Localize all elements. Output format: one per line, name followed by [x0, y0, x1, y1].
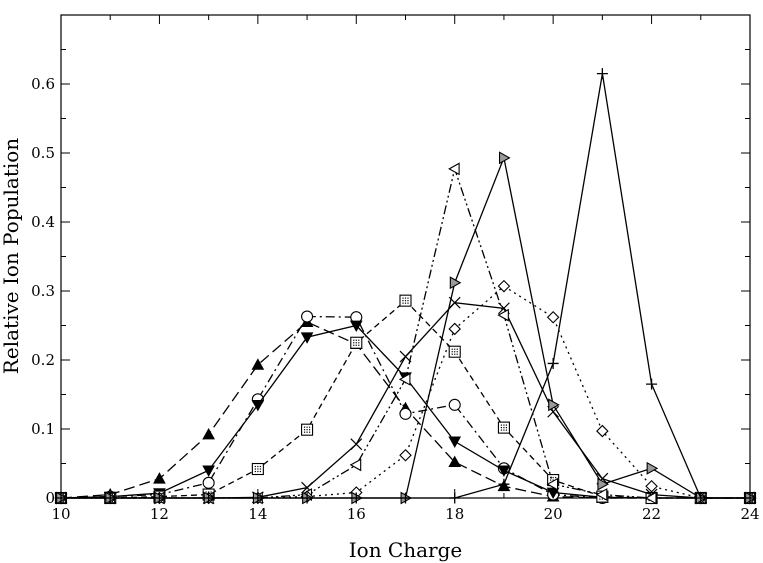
data-point-filled-triangle-up	[251, 358, 265, 370]
plot-frame	[60, 14, 751, 499]
series-solid-line	[61, 155, 750, 499]
data-point-open-diamond	[645, 479, 658, 493]
data-point-filled-triangle-up	[448, 455, 462, 468]
data-point-gray-triangle-right	[449, 276, 462, 290]
x-tick-label: 20	[544, 505, 563, 523]
data-point-dotted-square	[350, 336, 363, 349]
data-point-gray-triangle-right	[597, 477, 609, 491]
data-point-open-triangle-left	[595, 488, 608, 501]
x-tick-label: 22	[642, 505, 661, 523]
data-point-plus	[695, 492, 707, 504]
data-point-plus	[400, 492, 411, 504]
y-tick-label: 0.4	[31, 213, 55, 231]
x-tick-label: 16	[347, 505, 366, 523]
data-point-filled-triangle-down	[251, 399, 265, 412]
data-point-filled-triangle-down	[497, 465, 511, 477]
data-point-open-triangle-left	[398, 372, 411, 386]
data-point-x-cross	[350, 438, 363, 451]
data-point-open-triangle-left	[644, 491, 657, 505]
y-tick-label: 0.6	[31, 75, 55, 93]
y-tick-label: 0.3	[31, 282, 55, 300]
series-layer	[54, 68, 757, 505]
data-point-open-diamond	[497, 279, 511, 293]
x-tick-label: 10	[51, 505, 70, 523]
y-tick-label: 0	[45, 489, 55, 507]
x-tick-label: 18	[445, 505, 464, 523]
x-axis-ticks: 10 12 14 16 18 20 22 24	[51, 15, 760, 523]
x-tick-label: 14	[248, 505, 267, 523]
data-point-dotted-square	[448, 345, 461, 358]
data-point-open-triangle-left	[349, 458, 362, 472]
data-point-plus	[498, 478, 510, 490]
series-solid-line	[61, 73, 750, 499]
data-point-dotted-square	[399, 294, 412, 307]
data-point-gray-triangle-right	[498, 151, 511, 165]
data-point-open-triangle-left	[448, 162, 460, 176]
series-plus	[55, 68, 756, 504]
data-point-open-circle	[202, 476, 215, 489]
data-point-filled-triangle-up	[202, 427, 215, 440]
y-tick-label: 0.2	[31, 351, 55, 369]
data-point-plus	[203, 492, 215, 504]
data-point-plus	[646, 378, 658, 390]
data-point-open-circle	[448, 398, 461, 411]
data-point-plus	[350, 492, 362, 504]
data-point-filled-triangle-down	[202, 465, 215, 477]
data-point-plus	[104, 492, 116, 504]
y-tick-label: 0.5	[31, 144, 55, 162]
x-axis-label: Ion Charge	[349, 538, 463, 562]
data-point-open-diamond	[546, 310, 560, 324]
y-tick-label: 0.1	[31, 420, 55, 438]
data-point-filled-triangle-down	[349, 320, 363, 333]
data-point-filled-triangle-down	[300, 332, 314, 344]
x-tick-label: 24	[740, 505, 759, 523]
data-point-open-diamond	[399, 448, 412, 462]
y-axis-label: Relative Ion Population	[0, 138, 23, 374]
data-point-plus	[301, 492, 313, 504]
data-point-dotted-square	[497, 421, 510, 434]
series-dash-dot-dot-line	[61, 166, 750, 499]
data-point-filled-triangle-down	[546, 487, 560, 500]
data-point-dotted-square	[251, 462, 264, 476]
data-point-filled-triangle-up	[153, 472, 166, 484]
data-point-filled-triangle-down	[448, 436, 462, 448]
data-point-plus	[153, 492, 165, 504]
data-point-dotted-square	[301, 423, 314, 436]
data-point-open-diamond	[448, 322, 461, 336]
data-point-open-triangle-left	[497, 308, 509, 322]
data-point-plus	[449, 492, 461, 504]
data-point-open-triangle-left	[546, 477, 559, 491]
data-point-plus	[596, 68, 608, 80]
data-point-gray-triangle-right	[646, 461, 659, 475]
data-point-plus	[547, 357, 559, 369]
data-point-open-circle	[301, 310, 314, 323]
data-point-plus	[744, 492, 756, 504]
data-point-x-cross	[399, 350, 412, 363]
data-point-open-diamond	[596, 424, 609, 438]
y-axis-ticks: 0 0.1 0.2 0.3 0.4 0.5 0.6	[31, 14, 750, 507]
data-point-plus	[252, 492, 264, 504]
data-point-plus	[55, 492, 67, 504]
data-point-gray-triangle-right	[548, 398, 560, 412]
x-tick-label: 12	[150, 505, 169, 523]
data-point-open-circle	[399, 407, 412, 420]
